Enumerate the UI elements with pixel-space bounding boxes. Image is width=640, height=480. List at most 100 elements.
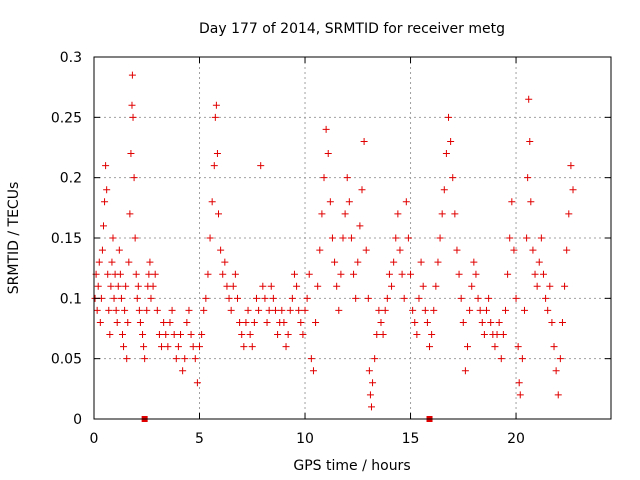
data-point	[322, 125, 330, 133]
data-point	[106, 331, 114, 339]
data-point	[421, 306, 429, 314]
data-point	[109, 234, 117, 242]
data-point	[516, 391, 524, 399]
data-point	[200, 306, 208, 314]
data-point	[130, 174, 138, 182]
data-point	[297, 318, 305, 326]
data-point	[347, 234, 355, 242]
data-point	[219, 270, 227, 278]
data-point	[388, 282, 396, 290]
data-point	[212, 101, 220, 109]
data-point	[383, 294, 391, 302]
data-point	[208, 198, 216, 206]
data-point	[366, 391, 374, 399]
data-point	[558, 318, 566, 326]
data-point	[94, 282, 102, 290]
y-tick-label: 0.3	[60, 50, 82, 66]
data-point	[506, 234, 514, 242]
data-point	[354, 258, 362, 266]
data-point	[413, 331, 421, 339]
data-point	[525, 95, 533, 103]
x-axis-label: GPS time / hours	[293, 458, 410, 474]
data-point	[504, 270, 512, 278]
data-point	[123, 355, 131, 363]
data-point	[318, 210, 326, 218]
data-point	[236, 318, 244, 326]
data-point	[379, 331, 387, 339]
data-point	[286, 306, 294, 314]
data-point	[535, 258, 543, 266]
data-point	[233, 294, 241, 302]
y-tick-label: 0.2	[60, 171, 82, 187]
data-point	[242, 318, 250, 326]
data-point	[563, 246, 571, 254]
data-point	[326, 198, 334, 206]
y-tick-label: 0.1	[60, 291, 82, 307]
data-point	[493, 331, 501, 339]
data-point	[189, 343, 197, 351]
data-point	[174, 343, 182, 351]
data-point	[316, 246, 324, 254]
data-point	[324, 150, 332, 158]
data-point	[221, 258, 229, 266]
data-point	[172, 355, 180, 363]
data-point	[246, 331, 254, 339]
data-point	[373, 331, 381, 339]
data-point	[120, 343, 128, 351]
data-point	[105, 306, 113, 314]
data-point	[168, 306, 176, 314]
data-point	[537, 234, 545, 242]
data-point	[204, 270, 212, 278]
data-point	[499, 331, 507, 339]
data-point	[337, 270, 345, 278]
data-point	[170, 331, 178, 339]
data-point	[99, 222, 107, 230]
data-point	[352, 294, 360, 302]
data-point	[428, 331, 436, 339]
data-point	[476, 306, 484, 314]
data-point	[510, 246, 518, 254]
data-point	[248, 343, 256, 351]
data-point	[480, 331, 488, 339]
x-tick-label: 20	[507, 431, 525, 447]
data-point	[432, 282, 440, 290]
data-point	[442, 150, 450, 158]
data-point	[257, 162, 265, 170]
data-point	[140, 343, 148, 351]
data-point	[371, 355, 379, 363]
data-point	[561, 282, 569, 290]
data-point	[196, 343, 204, 351]
data-point	[223, 282, 231, 290]
data-points	[91, 71, 577, 422]
data-point	[280, 318, 288, 326]
data-point	[177, 331, 185, 339]
data-point	[367, 403, 375, 411]
data-point	[274, 331, 282, 339]
data-point	[449, 174, 457, 182]
data-point	[151, 270, 159, 278]
data-point	[529, 246, 537, 254]
data-point	[104, 270, 112, 278]
data-point	[544, 306, 552, 314]
x-tick-label: 5	[195, 431, 204, 447]
x-tick-label: 0	[90, 431, 99, 447]
data-point	[423, 318, 431, 326]
data-point	[341, 210, 349, 218]
data-point	[107, 282, 115, 290]
data-point	[333, 282, 341, 290]
data-point	[127, 150, 135, 158]
data-point	[356, 222, 364, 230]
data-point	[102, 162, 110, 170]
data-point	[455, 270, 463, 278]
data-point	[303, 294, 311, 302]
x-tick-label: 15	[402, 431, 420, 447]
data-point	[501, 306, 509, 314]
data-point	[331, 258, 339, 266]
data-point	[392, 234, 400, 242]
data-point	[531, 270, 539, 278]
axis-ticks	[93, 56, 611, 420]
data-point	[98, 246, 106, 254]
data-point	[166, 318, 174, 326]
data-point	[345, 198, 353, 206]
